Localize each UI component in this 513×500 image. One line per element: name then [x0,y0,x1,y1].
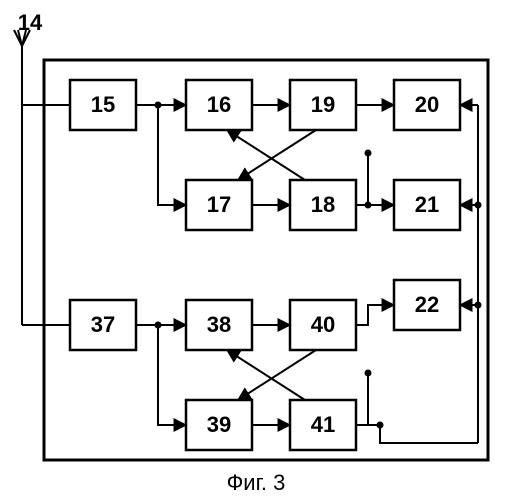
antenna-label: 14 [18,10,43,35]
figure-caption: Фиг. 3 [227,470,286,495]
antenna-feed [22,105,70,325]
block-label-39: 39 [207,412,231,437]
boxes-layer: 15 16 19 20 17 18 21 22 37 38 40 39 41 [70,80,460,450]
block-label-37: 37 [91,312,115,337]
block-label-19: 19 [311,92,335,117]
antenna-icon [14,30,30,105]
block-label-17: 17 [207,192,231,217]
block-label-16: 16 [207,92,231,117]
right-bus [460,105,482,443]
arrows-layer [136,105,394,425]
b41-to-bus [356,422,478,444]
b40-to-b22 [356,305,394,325]
branch-15-to-17 [155,102,187,206]
block-label-20: 20 [415,92,439,117]
cross-lower [227,350,372,400]
block-label-22: 22 [415,292,439,317]
cross-upper [227,130,372,180]
block-label-38: 38 [207,312,231,337]
block-label-41: 41 [311,412,335,437]
branch-37-to-39 [155,322,187,426]
block-label-40: 40 [311,312,335,337]
block-label-18: 18 [311,192,335,217]
block-label-21: 21 [415,192,439,217]
block-label-15: 15 [91,92,115,117]
upper-net-tie [365,153,372,209]
